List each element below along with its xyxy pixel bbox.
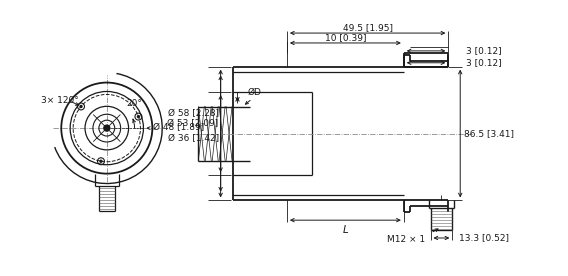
Text: ØD: ØD xyxy=(248,88,261,97)
Circle shape xyxy=(100,160,102,162)
Text: Ø 36 [1.42]: Ø 36 [1.42] xyxy=(168,134,219,143)
Text: Ø 48 [1.89]: Ø 48 [1.89] xyxy=(153,124,204,132)
Text: M12 × 1: M12 × 1 xyxy=(387,235,425,244)
Text: 20°: 20° xyxy=(127,99,143,108)
Text: 86.5 [3.41]: 86.5 [3.41] xyxy=(464,129,514,138)
Text: 13.3 [0.52]: 13.3 [0.52] xyxy=(459,233,509,243)
Text: 3 [0.12]: 3 [0.12] xyxy=(466,58,502,67)
Text: 10 [0.39]: 10 [0.39] xyxy=(325,33,366,43)
Text: 3× 120°: 3× 120° xyxy=(41,96,79,105)
Circle shape xyxy=(80,105,82,107)
Circle shape xyxy=(137,116,139,118)
Text: L: L xyxy=(343,225,348,235)
Text: Ø 53 [2.09]: Ø 53 [2.09] xyxy=(168,119,219,128)
Circle shape xyxy=(104,125,110,131)
Text: 49.5 [1.95]: 49.5 [1.95] xyxy=(343,24,392,33)
Text: Ø 58 [2.28]: Ø 58 [2.28] xyxy=(168,109,219,118)
Text: 3 [0.12]: 3 [0.12] xyxy=(466,46,502,55)
